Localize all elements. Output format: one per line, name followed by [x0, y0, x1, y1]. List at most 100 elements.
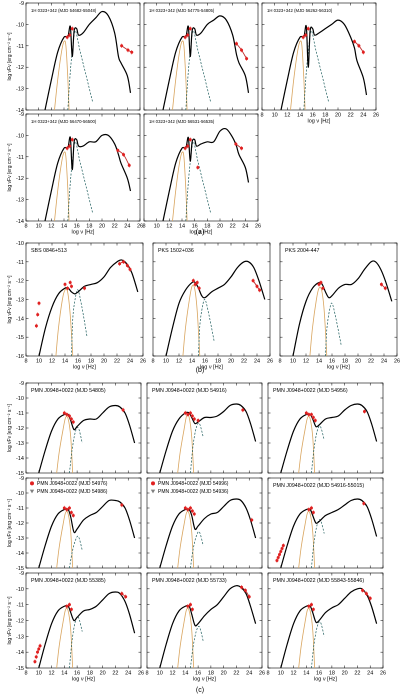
total-sed-model-curve [159, 403, 257, 473]
plot-area [38, 404, 136, 473]
data-point [364, 592, 368, 596]
total-sed-model-curve [44, 133, 132, 221]
legend-label: PMN J0948+0022 (MJD 54976) [37, 481, 108, 487]
synchrotron-curve [290, 40, 306, 110]
plot-frame [143, 113, 259, 222]
sed-panel-a4: 8 10 12 14 16 18 20 22 24 26 -14 -13 -12 -11 -10 -9 log … [7, 112, 143, 236]
data-point [192, 512, 196, 516]
plot-area [280, 19, 368, 110]
y-tick-label: -13 [16, 198, 24, 204]
data-point [309, 413, 313, 416]
plot-frame [25, 242, 144, 357]
y-tick-label: -13 [16, 87, 24, 93]
sed-panel-a2: 1H 0323+342 (MJD 54775-54805) [143, 2, 259, 111]
y-tick-label: -11 [16, 411, 24, 417]
x-tick-label: 22 [368, 359, 374, 365]
y-tick-label: -14 [16, 316, 24, 322]
plot-area [44, 133, 132, 221]
x-tick-label: 18 [204, 224, 210, 230]
sed-panel-a5: 8 10 12 14 16 18 20 22 24 26 log ν [Hz] 1H 0323+342… [142, 113, 261, 236]
x-tick-label: 26 [267, 359, 273, 365]
data-point [240, 146, 244, 150]
x-tick-label: 20 [217, 224, 223, 230]
data-point [68, 281, 72, 285]
sed-panel-c1: -15 -14 -13 -12 -11 -10 -9 log νFν [erg cm⁻² s⁻… [7, 381, 142, 477]
sed-panel-a3: 8 10 12 14 16 18 20 22 24 26 log ν [Hz] 1H 0323+342… [260, 2, 379, 125]
data-point [37, 301, 41, 305]
y-tick-label: -14 [16, 108, 24, 114]
data-point [71, 514, 75, 517]
x-tick-label: 26 [259, 671, 265, 677]
data-point [191, 279, 195, 283]
data-point [361, 50, 365, 54]
y-axis-label: log νFν [erg cm⁻² s⁻¹] [7, 498, 13, 547]
x-tick-label: 26 [394, 359, 400, 365]
disk-component-curve [325, 302, 342, 356]
total-sed-model-curve [165, 260, 266, 356]
plot-area [162, 127, 250, 221]
y-tick-label: -12 [16, 279, 24, 285]
y-tick-label: -10 [16, 133, 24, 139]
x-tick-label: 12 [49, 359, 55, 365]
y-axis-label: log νFν [erg cm⁻² s⁻¹] [7, 32, 13, 81]
x-tick-label: 18 [329, 671, 335, 677]
synchrotron-curve [54, 40, 70, 110]
x-tick-label: 18 [86, 224, 92, 230]
data-point [234, 142, 238, 146]
x-tick-label: 10 [157, 671, 163, 677]
synchrotron-curve [177, 510, 195, 568]
data-point [309, 506, 313, 510]
data-point [193, 282, 197, 286]
x-tick-label: 16 [195, 671, 201, 677]
panel-title: PMN J0948+0022 (MJD 54916-55015) [273, 483, 364, 489]
x-tick-label: 20 [342, 671, 348, 677]
x-tick-label: 20 [101, 359, 107, 365]
data-point [67, 506, 71, 510]
data-point [186, 508, 190, 511]
plot-area [33, 591, 136, 668]
data-point [379, 282, 383, 286]
plot-area [34, 259, 139, 356]
x-tick-label: 26 [140, 359, 146, 365]
total-sed-model-curve [280, 498, 378, 568]
data-point [250, 518, 254, 522]
x-tick-label: 22 [230, 224, 236, 230]
x-tick-label: 8 [278, 359, 281, 365]
data-point [70, 138, 74, 142]
disk-component-curve [71, 289, 88, 356]
data-point [69, 607, 73, 611]
data-point [352, 40, 356, 44]
data-point [70, 284, 73, 288]
data-point [183, 411, 187, 415]
disk-component-curve [69, 427, 83, 473]
x-tick-label: 24 [124, 224, 130, 230]
data-point [36, 313, 40, 317]
data-point [71, 420, 75, 424]
data-point [245, 57, 249, 61]
disk-component-curve [190, 422, 204, 473]
x-tick-label: 8 [266, 671, 269, 677]
sed-panel-b2: 8 10 12 14 16 18 20 22 24 26 log ν [Hz] PKS 1502+03… [151, 242, 273, 371]
x-tick-label: 18 [215, 359, 221, 365]
panel-title: PMN J0948+0022 (MJD 55843-55846) [273, 578, 364, 584]
x-tick-label: 18 [88, 359, 94, 365]
x-tick-label: 16 [202, 359, 208, 365]
data-point [258, 288, 262, 292]
sed-panel-c6: PMN J0948+0022 (MJD 54916-55015) [267, 477, 384, 569]
data-point [278, 553, 281, 556]
panel-title: 1H 0323+342 (MJD 56262-56310) [267, 8, 333, 13]
total-sed-model-curve [162, 15, 250, 110]
y-axis-label: log νFν [erg cm⁻² s⁻¹] [7, 596, 13, 645]
y-tick-label: -14 [16, 219, 24, 225]
x-tick-label: 10 [163, 359, 169, 365]
synchrotron-curve [298, 510, 316, 568]
sed-panel-c2: PMN J0948+0022 (MJD 54916) [146, 382, 263, 474]
data-point [240, 585, 244, 589]
data-point [69, 511, 73, 514]
data-point [304, 411, 308, 415]
plot-frame [146, 382, 263, 474]
data-point [183, 506, 187, 510]
sed-panel-c8: 8 10 12 14 16 18 20 22 24 26 log ν [Hz] PMN J0948+0… [145, 572, 265, 683]
y-tick-label: -11 [16, 603, 24, 609]
data-point [190, 509, 194, 513]
